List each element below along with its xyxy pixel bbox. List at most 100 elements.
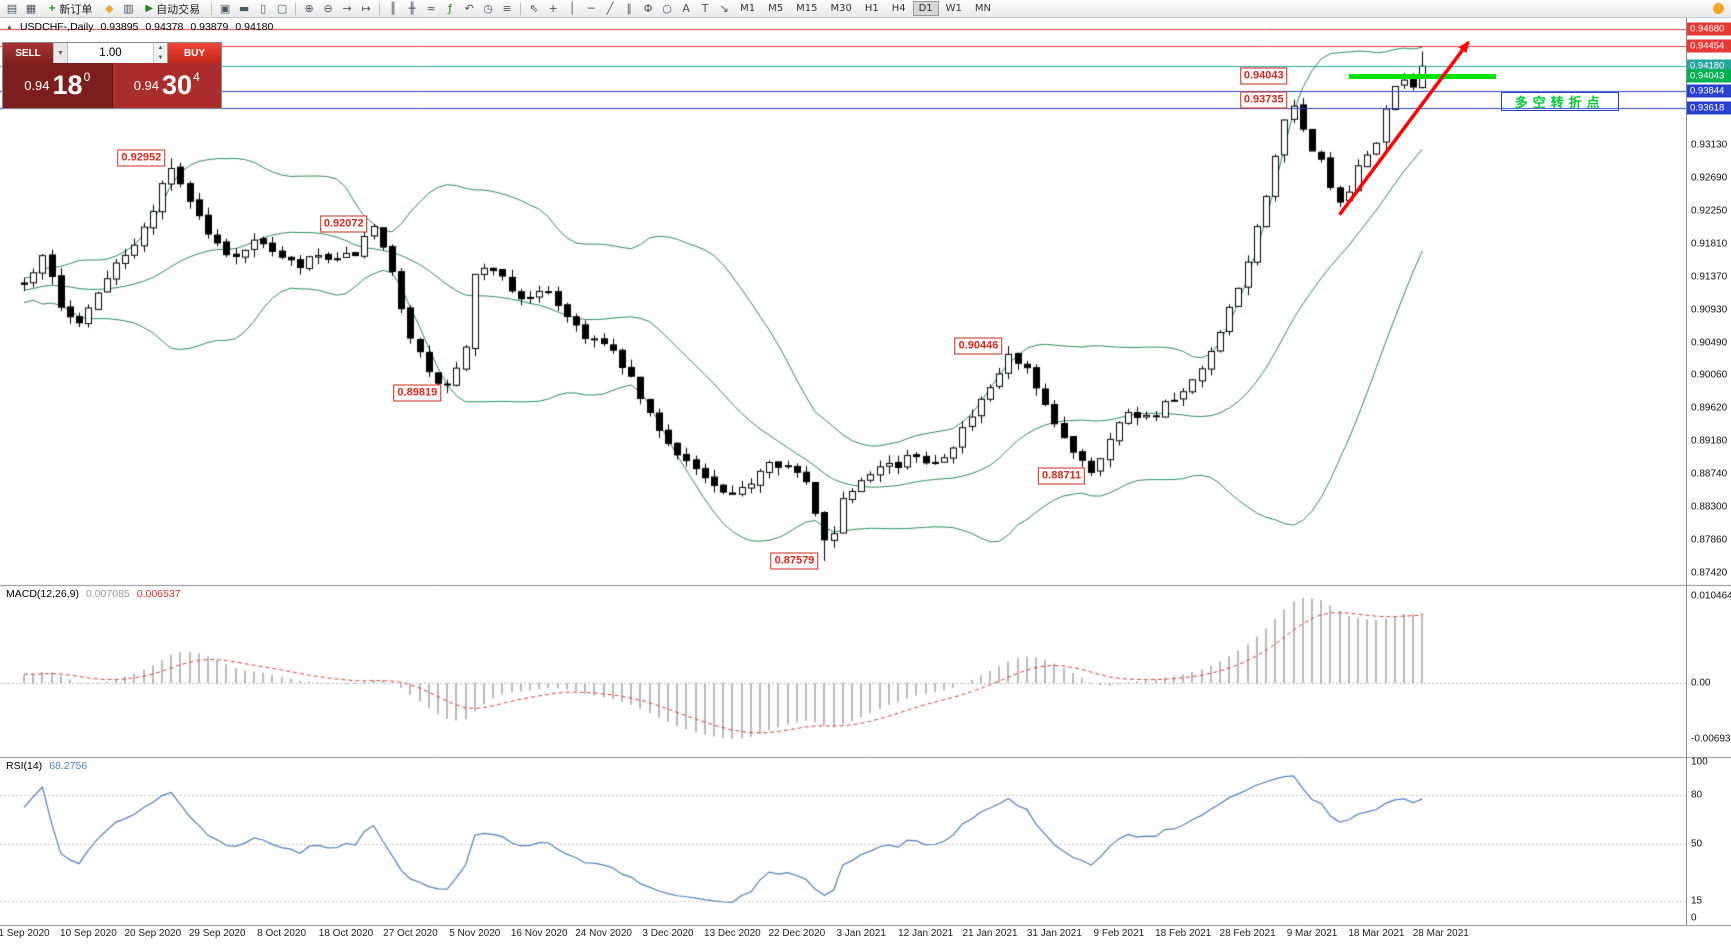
- rsi-label: RSI(14): [6, 760, 43, 772]
- horizontal-line-icon[interactable]: ─: [587, 2, 595, 15]
- price-tick-label: 0.010464: [1691, 590, 1731, 602]
- timeframe-H1[interactable]: H1: [859, 1, 885, 16]
- price-callout[interactable]: 0.92952: [117, 149, 166, 167]
- undo-icon[interactable]: ↶: [464, 2, 474, 15]
- play-icon: ▶: [145, 3, 154, 14]
- arrange-windows-icon[interactable]: ▢: [276, 2, 288, 15]
- sell-price[interactable]: 0.94 18 0: [3, 63, 112, 108]
- sell-price-pips: 18: [52, 70, 83, 100]
- new-chart-icon[interactable]: ▤: [6, 2, 18, 15]
- price-tick-label: 0.87420: [1691, 567, 1728, 579]
- volume-down-icon[interactable]: ▼: [154, 53, 167, 63]
- buy-button[interactable]: BUY: [167, 43, 221, 63]
- timeframe-MN[interactable]: MN: [969, 1, 997, 16]
- date-label: 24 Nov 2020: [575, 928, 632, 939]
- market-watch-icon[interactable]: ◆: [105, 2, 114, 15]
- date-label: 27 Oct 2020: [383, 928, 438, 939]
- date-label: 9 Feb 2021: [1093, 928, 1145, 939]
- channel-icon[interactable]: ∥: [626, 2, 632, 15]
- timeframe-H4[interactable]: H4: [886, 1, 912, 16]
- toolbar-group-charts: ▤ ▦: [3, 1, 40, 17]
- buy-price-prefix: 0.94: [133, 78, 160, 93]
- macd-signal-value: 0.006537: [136, 588, 181, 600]
- price-tick-label: 0.90060: [1691, 369, 1728, 381]
- macd-label: MACD(12,26,9): [6, 588, 79, 600]
- periods-icon[interactable]: ◷: [483, 2, 493, 15]
- chart-shift-icon[interactable]: ↦: [361, 2, 371, 15]
- chart-ohlc-header: ▲ USDCHF-,Daily 0.93895 0.94378 0.93879 …: [6, 21, 273, 33]
- date-label: 28 Mar 2021: [1412, 928, 1469, 939]
- date-label: 21 Jan 2021: [962, 928, 1018, 939]
- new-order-button[interactable]: + 新订单: [41, 1, 99, 17]
- price-tick-label: 0.90930: [1691, 304, 1728, 316]
- price-callout[interactable]: 0.89819: [393, 384, 442, 402]
- sell-button[interactable]: SELL: [3, 43, 53, 63]
- trendline-icon[interactable]: ╱: [606, 2, 614, 15]
- plus-icon: +: [48, 3, 57, 14]
- trade-panel-controls: SELL ▼ ▲ ▼ BUY: [3, 43, 221, 63]
- support-line-segment[interactable]: [1348, 74, 1496, 80]
- date-label: 18 Oct 2020: [318, 928, 374, 939]
- volume-spinner: ▲ ▼: [153, 43, 167, 63]
- tile-horizontally-icon[interactable]: ▬: [238, 2, 250, 15]
- price-callout[interactable]: 0.88711: [1038, 467, 1086, 485]
- arrows-icon[interactable]: ↘: [719, 2, 729, 15]
- price-callout[interactable]: 0.87579: [770, 552, 819, 570]
- timeframe-M30[interactable]: M30: [824, 1, 857, 16]
- fibonacci-icon[interactable]: Φ: [643, 2, 653, 15]
- text-label-icon[interactable]: A: [682, 2, 690, 15]
- navigator-icon[interactable]: ▥: [123, 2, 134, 15]
- auto-scroll-icon[interactable]: →: [342, 2, 352, 15]
- autotrading-button[interactable]: ▶ 自动交易: [138, 1, 207, 17]
- templates-icon[interactable]: ≡: [502, 2, 512, 15]
- timeframe-W1[interactable]: W1: [940, 1, 968, 16]
- date-label: 12 Jan 2021: [898, 928, 954, 939]
- vertical-line-icon[interactable]: │: [568, 2, 576, 15]
- volume-input[interactable]: [68, 43, 153, 63]
- price-marker: 0.94680: [1687, 22, 1731, 36]
- sell-price-prefix: 0.94: [24, 78, 50, 93]
- price-callout[interactable]: 0.93735: [1239, 91, 1288, 109]
- price-tick-label: 0.93130: [1691, 139, 1728, 151]
- price-callout[interactable]: 0.94043: [1239, 67, 1288, 85]
- toolbar-separator: [520, 2, 522, 15]
- timeframe-bar: M1 M5 M15 M30 H1 H4 D1 W1 MN: [734, 1, 997, 16]
- trade-settings-caret-icon[interactable]: ▼: [53, 43, 68, 63]
- date-axis[interactable]: 1 Sep 2020 10 Sep 2020 20 Sep 2020 29 Sep 2…: [0, 926, 1686, 944]
- price-callout[interactable]: 0.90446: [954, 337, 1003, 355]
- shapes-icon[interactable]: ○: [662, 2, 672, 15]
- line-chart-icon[interactable]: ≈: [426, 2, 436, 15]
- chart-profiles-icon[interactable]: ▦: [25, 2, 37, 15]
- price-tick-label: 50: [1691, 838, 1703, 849]
- zoom-in-icon[interactable]: ⊕: [304, 2, 314, 15]
- bar-chart-icon[interactable]: ║: [389, 2, 397, 15]
- timeframe-M5[interactable]: M5: [762, 1, 789, 16]
- rsi-header: RSI(14) 68.2756: [6, 760, 87, 772]
- crosshair-icon[interactable]: +: [548, 2, 558, 15]
- autotrading-label: 自动交易: [156, 2, 201, 16]
- price-scale[interactable]: 0.93130 0.92690 0.92250 0.91810 0.91370 0.909…: [1686, 18, 1731, 925]
- timeframe-D1[interactable]: D1: [912, 1, 939, 16]
- cursor-icon[interactable]: ⇖: [529, 2, 539, 15]
- timeframe-M15[interactable]: M15: [790, 1, 823, 16]
- ohlc-low: 0.93879: [190, 21, 229, 33]
- cascade-windows-icon[interactable]: ▣: [219, 2, 231, 15]
- date-label: 29 Sep 2020: [188, 928, 246, 939]
- price-callout[interactable]: 0.92072: [319, 215, 368, 233]
- buy-price-pips: 30: [162, 70, 193, 100]
- trend-arrow[interactable]: [1300, 30, 1500, 230]
- tile-vertically-icon[interactable]: ▯: [260, 2, 267, 15]
- price-tick-label: 100: [1691, 756, 1708, 768]
- buy-price[interactable]: 0.94 30 4: [111, 63, 221, 108]
- toolbar-separator: [379, 2, 381, 15]
- timeframe-M1[interactable]: M1: [734, 1, 761, 16]
- candlestick-chart-icon[interactable]: ╫: [408, 2, 416, 15]
- date-label: 22 Dec 2020: [768, 928, 826, 939]
- zoom-out-icon[interactable]: ⊖: [323, 2, 333, 15]
- text-icon[interactable]: T: [701, 2, 709, 15]
- indicators-icon[interactable]: ƒ: [448, 2, 453, 15]
- volume-up-icon[interactable]: ▲: [154, 43, 167, 53]
- bull-bear-turning-point-label[interactable]: 多空转折点: [1500, 92, 1619, 112]
- community-icon[interactable]: [1713, 3, 1724, 14]
